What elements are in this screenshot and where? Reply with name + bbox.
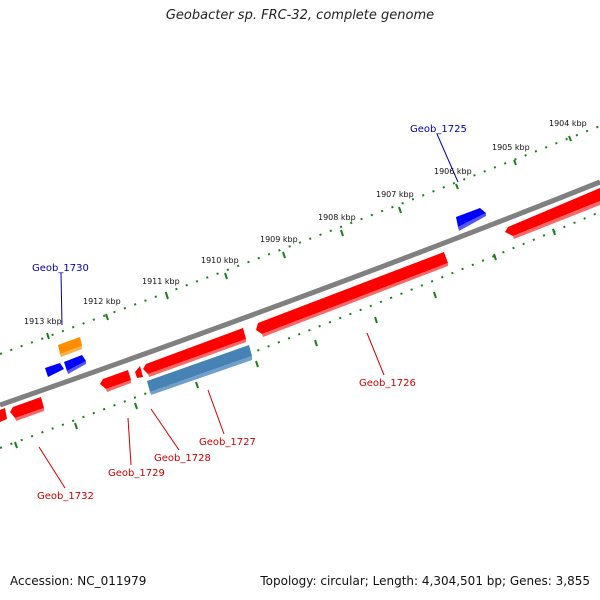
gene-geob-1725 bbox=[456, 208, 486, 227]
map-title: Geobacter sp. FRC-32, complete genome bbox=[165, 8, 435, 23]
kbp-label-1905: 1905 kbp bbox=[492, 143, 530, 152]
topology-text: Topology: circular; Length: 4,304,501 bp… bbox=[260, 574, 590, 588]
kbp-label-1904: 1904 kbp bbox=[549, 119, 587, 128]
label-leaders bbox=[38, 133, 459, 489]
genome-backbone bbox=[0, 179, 600, 408]
forward-genes bbox=[45, 208, 486, 377]
kbp-label-1911: 1911 kbp bbox=[142, 277, 180, 286]
label-geob-1729: Geob_1729 bbox=[108, 468, 165, 479]
rna-gene bbox=[58, 337, 82, 357]
gene-geob-1732 bbox=[10, 397, 44, 418]
kbp-label-1908: 1908 kbp bbox=[318, 213, 356, 222]
label-geob-1725: Geob_1725 bbox=[410, 124, 467, 135]
steelblue-feature bbox=[147, 345, 252, 395]
label-geob-1726: Geob_1726 bbox=[359, 378, 416, 389]
kbp-label-1907: 1907 kbp bbox=[376, 190, 414, 199]
accession-text: Accession: NC_011979 bbox=[10, 574, 147, 588]
label-geob-1730: Geob_1730 bbox=[32, 263, 89, 274]
inner-scale-line bbox=[0, 211, 600, 449]
kbp-label-1909: 1909 kbp bbox=[260, 235, 298, 244]
label-geob-1732: Geob_1732 bbox=[37, 491, 94, 502]
gene-geob-1729 bbox=[100, 370, 131, 389]
gene-geob-1726 bbox=[256, 252, 448, 334]
outer-scale-line bbox=[0, 125, 600, 355]
kbp-label-1910: 1910 kbp bbox=[201, 256, 239, 265]
kbp-label-1906: 1906 kbp bbox=[434, 167, 472, 176]
inner-major-ticks bbox=[14, 228, 556, 449]
outer-major-ticks bbox=[46, 135, 572, 340]
gene-geob-1727 bbox=[143, 328, 246, 374]
kbp-label-1913: 1913 kbp bbox=[24, 317, 62, 326]
label-geob-1728: Geob_1728 bbox=[154, 453, 211, 464]
gene-left-edge bbox=[0, 408, 7, 422]
gene-forward-small-1 bbox=[45, 363, 64, 377]
gene-forward-small-2 bbox=[64, 355, 86, 371]
reverse-genes bbox=[0, 188, 600, 422]
gene-geob-1728 bbox=[135, 366, 143, 378]
gene-geob-1724 bbox=[505, 188, 600, 236]
kbp-label-1912: 1912 kbp bbox=[83, 297, 121, 306]
label-geob-1727: Geob_1727 bbox=[199, 437, 256, 448]
